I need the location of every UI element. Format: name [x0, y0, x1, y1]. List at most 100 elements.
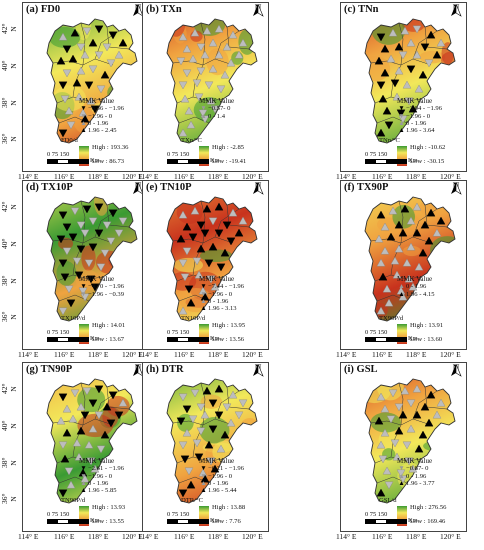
- station-marker: [214, 202, 224, 211]
- value-low: Low : 86.73: [92, 158, 125, 165]
- longitude-label: 120° E: [242, 172, 263, 181]
- station-marker: [118, 38, 128, 47]
- station-marker: [412, 50, 422, 59]
- station-marker: [78, 108, 88, 117]
- value-low: Low : -19.41: [212, 158, 247, 165]
- station-marker: [106, 419, 116, 428]
- station-marker: [226, 237, 236, 246]
- station-marker: [76, 402, 86, 411]
- station-marker: [200, 474, 210, 483]
- north-arrow: N: [449, 4, 463, 26]
- mmk-legend-title: MMK Value: [397, 97, 433, 105]
- scale-graphic: [167, 519, 209, 524]
- longitude-label: 114° E: [336, 350, 357, 359]
- longitude-label: 120° E: [440, 532, 461, 541]
- surface-patch: [365, 56, 391, 82]
- station-marker: [394, 426, 404, 435]
- station-marker: [382, 284, 392, 293]
- longitude-label: 114° E: [138, 172, 159, 181]
- station-marker: [94, 51, 104, 60]
- station-marker: [176, 234, 186, 243]
- triangle-up-icon: ▲: [200, 297, 207, 305]
- station-marker: [406, 38, 416, 47]
- station-marker: [198, 468, 208, 477]
- station-marker: [70, 207, 80, 216]
- station-marker: [214, 411, 224, 420]
- map-panel-i: (i) GSLNMMK Value▼−0.87- 0▲0 - 1.96▲1.96…: [340, 362, 467, 532]
- triangle-up-icon: ▲: [398, 119, 405, 127]
- station-marker: [58, 307, 68, 316]
- mmk-legend-item: ▲1.96 - 5.85: [79, 487, 148, 495]
- map-canvas: [364, 18, 456, 144]
- station-marker: [412, 202, 422, 211]
- scale-unit: Km: [210, 335, 220, 342]
- station-marker: [404, 97, 414, 106]
- station-marker: [206, 275, 216, 284]
- station-marker: [210, 105, 220, 114]
- station-marker: [182, 69, 192, 78]
- station-marker: [90, 464, 100, 473]
- mmk-legend-item: ▼−7.44 - −1.96: [199, 283, 268, 290]
- station-marker: [414, 84, 424, 93]
- station-marker: [374, 56, 384, 65]
- region-outline: [46, 378, 138, 504]
- station-marker: [178, 489, 188, 498]
- value-legend: TN90P/d High : 13.93 Low : 13.55: [61, 497, 148, 530]
- mmk-legend-text: 0 - 1.96: [406, 119, 427, 127]
- station-marker: [216, 263, 226, 272]
- latitude-label: 36° N: [0, 311, 18, 323]
- station-marker: [196, 244, 206, 253]
- station-marker: [406, 65, 416, 74]
- mmk-legend-title: MMK Value: [79, 457, 115, 465]
- station-marker: [178, 441, 188, 450]
- station-marker: [194, 453, 204, 462]
- station-marker: [378, 94, 388, 103]
- longitude-label: 116° E: [174, 172, 195, 181]
- mmk-legend-item: ▲1.96 - 2.45: [79, 127, 148, 134]
- station-marker: [58, 441, 68, 450]
- station-marker: [178, 32, 188, 41]
- station-marker: [198, 286, 208, 295]
- station-marker: [208, 217, 218, 226]
- longitude-label: 118° E: [88, 350, 109, 359]
- value-unit: TX90P/d: [379, 315, 404, 322]
- station-marker: [88, 38, 98, 47]
- longitude-label: 120° E: [242, 532, 263, 541]
- station-marker: [78, 468, 88, 477]
- value-low: Low : -30.15: [410, 158, 445, 165]
- station-marker: [94, 25, 104, 34]
- map-canvas: [46, 18, 138, 144]
- color-ramp: [79, 506, 89, 526]
- mmk-legend-item: ▲0 - 1.96: [397, 283, 466, 290]
- mmk-legend: MMK Value ▼−3.04 - −1.96 ▼−1.96 - 0 ▲0 - 1.…: [397, 97, 466, 135]
- triangle-up-icon: ▲: [398, 127, 405, 135]
- station-marker: [228, 390, 238, 399]
- station-marker: [396, 469, 406, 478]
- triangle-up-icon: ▲: [80, 119, 87, 127]
- station-marker: [196, 221, 206, 230]
- station-marker: [84, 259, 94, 268]
- longitude-label: 120° E: [440, 172, 461, 181]
- mmk-legend-text: −1.96 - 0: [208, 472, 233, 480]
- station-marker: [96, 263, 106, 272]
- scale-graphic: [365, 337, 407, 342]
- longitude-label: 118° E: [406, 532, 427, 541]
- surface-patch: [420, 302, 443, 318]
- mmk-legend-text: −6.21 - −1.96: [208, 465, 245, 473]
- north-arrow: N: [449, 182, 463, 204]
- value-low: Low : 13.55: [92, 518, 125, 525]
- station-marker: [68, 54, 78, 63]
- scale-unit: Km: [210, 517, 220, 524]
- scale-unit: Km: [90, 517, 100, 524]
- station-marker: [214, 384, 224, 393]
- mmk-legend-text: −4.70 - −1.96: [88, 283, 125, 291]
- station-marker: [190, 206, 200, 215]
- station-marker: [58, 259, 68, 268]
- north-arrow: N: [251, 182, 265, 204]
- mmk-legend-text: 1.96 - 5.85: [88, 487, 117, 495]
- north-arrow-icon: [133, 4, 144, 17]
- station-marker: [396, 109, 406, 118]
- station-marker: [208, 242, 218, 251]
- map-panel-h: (h) DTRNMMK Value▼−6.21 - −1.96▼−1.96 - …: [142, 362, 269, 532]
- station-marker: [216, 85, 226, 94]
